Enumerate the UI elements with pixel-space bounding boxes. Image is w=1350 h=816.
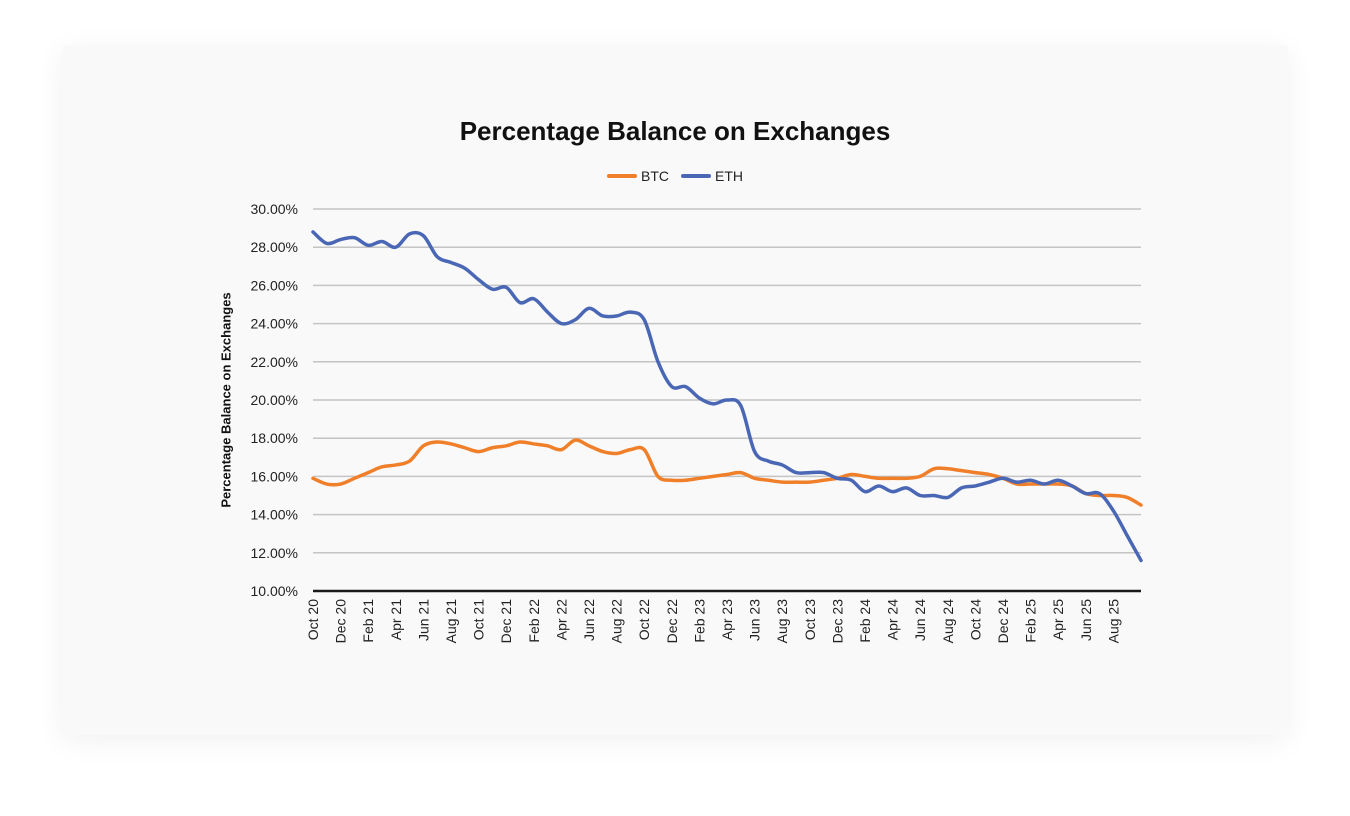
y-tick-label: 14.00% (251, 507, 298, 523)
chart-card (62, 45, 1288, 735)
x-tick-label: Jun 23 (747, 599, 763, 641)
x-tick-label: Dec 21 (498, 599, 514, 644)
x-tick-label: Apr 25 (1050, 599, 1066, 640)
chart-title: Percentage Balance on Exchanges (459, 116, 891, 146)
series-line-btc (311, 438, 1143, 507)
x-tick-label: Feb 25 (1023, 599, 1039, 643)
x-tick-label: Dec 23 (829, 599, 845, 644)
x-tick-label: Apr 21 (388, 599, 404, 640)
x-tick-label: Oct 24 (967, 599, 983, 640)
x-tick-label: Aug 25 (1105, 599, 1121, 644)
y-tick-label: 16.00% (251, 468, 298, 484)
legend-swatch-btc (607, 174, 637, 178)
x-tick-label: Jun 24 (912, 599, 928, 641)
legend-label-btc: BTC (641, 168, 669, 184)
legend-swatch-eth (681, 174, 711, 178)
y-tick-label: 24.00% (251, 316, 298, 332)
x-tick-label: Oct 20 (305, 599, 321, 640)
y-tick-label: 18.00% (251, 430, 298, 446)
series-line-eth (311, 230, 1143, 563)
x-tick-label: Apr 22 (553, 599, 569, 640)
x-tick-label: Apr 24 (885, 599, 901, 640)
x-tick-label: Apr 23 (719, 599, 735, 640)
y-tick-label: 12.00% (251, 545, 298, 561)
legend-item-btc: BTC (607, 168, 669, 184)
x-tick-label: Aug 21 (443, 599, 459, 644)
y-tick-label: 20.00% (251, 392, 298, 408)
x-tick-label: Dec 20 (333, 599, 349, 644)
y-tick-label: 10.00% (251, 583, 298, 599)
y-tick-label: 26.00% (251, 277, 298, 293)
x-tick-label: Dec 22 (664, 599, 680, 644)
x-tick-label: Oct 21 (471, 599, 487, 640)
x-tick-label: Aug 24 (940, 599, 956, 644)
x-tick-label: Oct 22 (636, 599, 652, 640)
x-tick-label: Feb 23 (691, 599, 707, 643)
x-tick-label: Aug 22 (609, 599, 625, 644)
legend-item-eth: ETH (681, 168, 743, 184)
x-tick-label: Jun 22 (581, 599, 597, 641)
x-tick-label: Dec 24 (995, 599, 1011, 644)
x-tick-label: Aug 23 (774, 599, 790, 644)
x-tick-label: Feb 24 (857, 599, 873, 643)
legend: BTC ETH (0, 168, 1350, 184)
x-tick-label: Jun 21 (415, 599, 431, 641)
legend-label-eth: ETH (715, 168, 743, 184)
x-tick-label: Jun 25 (1078, 599, 1094, 641)
x-tick-label: Oct 23 (802, 599, 818, 640)
y-tick-label: 28.00% (251, 239, 298, 255)
y-tick-label: 22.00% (251, 354, 298, 370)
y-tick-label: 30.00% (251, 201, 298, 217)
x-tick-label: Feb 22 (526, 599, 542, 643)
x-tick-label: Feb 21 (360, 599, 376, 643)
